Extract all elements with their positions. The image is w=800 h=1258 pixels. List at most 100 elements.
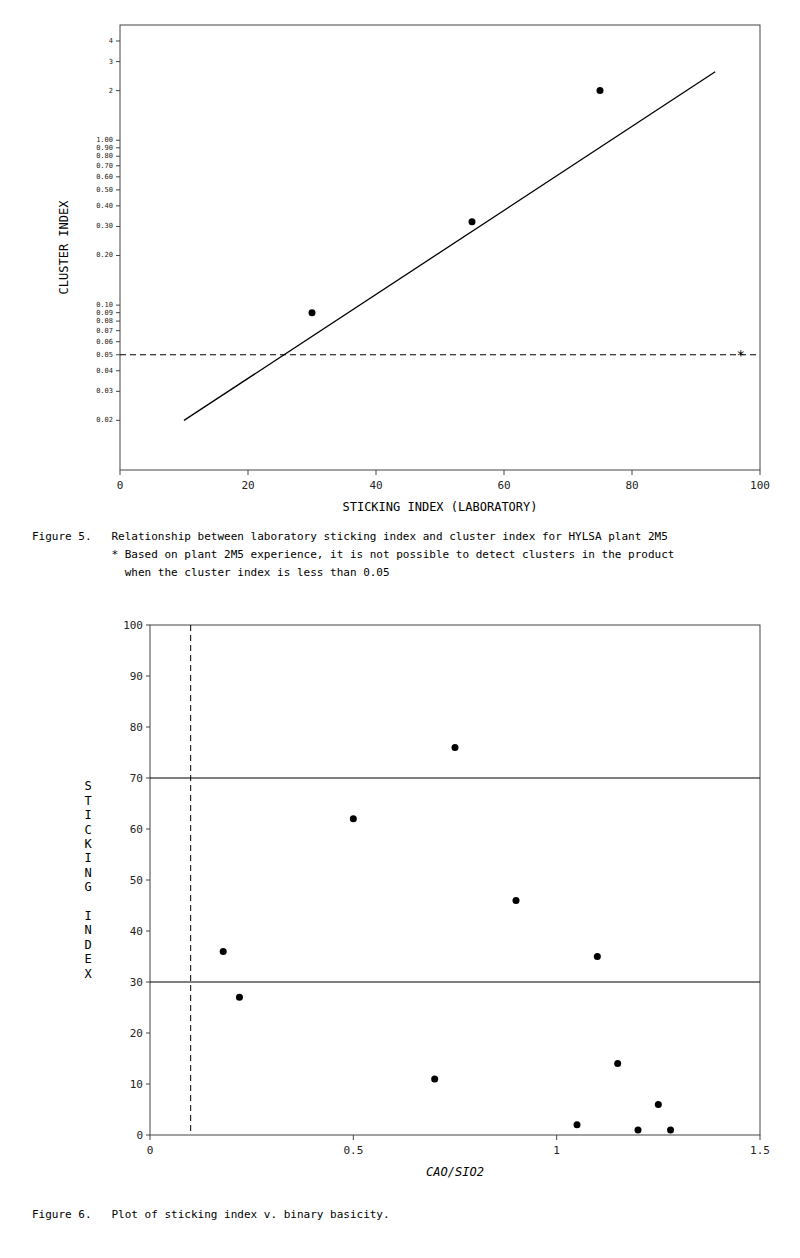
y-axis-label-char: K: [84, 837, 92, 851]
y-tick: [146, 1084, 150, 1085]
y-axis-label-char: [84, 895, 91, 909]
y-tick-label: 0.05: [96, 351, 113, 359]
y-tick-label: 0.40: [96, 202, 113, 210]
scatter-point: [635, 1126, 642, 1133]
y-tick-label: 0.06: [96, 338, 113, 346]
x-tick: [504, 470, 505, 475]
plot-frame: [120, 25, 760, 470]
x-tick: [150, 1135, 151, 1140]
scatter-point: [655, 1101, 662, 1108]
y-tick: [146, 880, 150, 881]
y-tick: [116, 40, 120, 41]
y-tick-label: 60: [130, 823, 143, 836]
y-axis-label: STICKING INDEX: [84, 779, 92, 980]
y-axis-label-char: I: [84, 851, 91, 865]
y-tick-label: 0: [136, 1129, 143, 1142]
y-tick-label: 0.50: [96, 186, 113, 194]
y-axis-label-char: S: [84, 779, 91, 793]
y-tick-label: 0.20: [96, 251, 113, 259]
scatter-point: [469, 218, 476, 225]
y-axis-label-char: X: [84, 967, 92, 981]
scatter-point: [513, 897, 520, 904]
y-tick-label: 0.80: [96, 152, 113, 160]
y-axis-label: CLUSTER INDEX: [57, 200, 71, 295]
y-tick: [146, 829, 150, 830]
y-tick-label: 30: [130, 976, 143, 989]
y-tick: [116, 205, 120, 206]
scatter-point: [614, 1060, 621, 1067]
y-tick-label: 80: [130, 721, 143, 734]
caption-note: * Based on plant 2M5 experience, it is n…: [32, 548, 674, 561]
y-tick: [116, 176, 120, 177]
y-tick-label: 4: [109, 37, 113, 45]
x-tick-label: 0: [147, 1144, 154, 1157]
y-tick: [146, 1033, 150, 1034]
y-tick: [146, 931, 150, 932]
scatter-point: [309, 309, 316, 316]
caption: Figure 6. Plot of sticking index v. bina…: [32, 1208, 390, 1221]
caption: Figure 5. Relationship between laborator…: [32, 530, 668, 543]
fit-line: [184, 72, 715, 421]
y-tick: [146, 982, 150, 983]
y-axis-label-char: D: [84, 938, 91, 952]
reference-hline: [150, 981, 760, 982]
caption-note: when the cluster index is less than 0.05: [32, 566, 390, 579]
y-tick-label: 100: [123, 619, 143, 632]
y-tick: [116, 391, 120, 392]
y-tick: [146, 778, 150, 779]
y-axis-label-char: T: [84, 794, 91, 808]
x-tick-label: 80: [625, 479, 638, 492]
y-axis-label-char: C: [84, 823, 91, 837]
y-tick: [146, 1135, 150, 1136]
x-tick: [760, 470, 761, 475]
y-tick-label: 0.60: [96, 173, 113, 181]
y-tick: [116, 147, 120, 148]
y-axis-label-char: N: [84, 866, 91, 880]
y-tick: [116, 321, 120, 322]
y-tick-label: 2: [109, 87, 113, 95]
plot-area: [120, 72, 760, 421]
y-tick-label: 70: [130, 772, 143, 785]
y-tick: [116, 140, 120, 141]
scatter-point: [350, 815, 357, 822]
y-tick: [116, 156, 120, 157]
y-tick: [146, 676, 150, 677]
reference-vline: [190, 625, 191, 1135]
y-axis-label-char: I: [84, 909, 91, 923]
x-tick-label: 0: [117, 479, 124, 492]
y-tick: [116, 90, 120, 91]
chart: 00.511.50102030405060708090100CAO/SIO2ST…: [32, 619, 770, 1222]
x-tick: [120, 470, 121, 475]
y-tick-label: 40: [130, 925, 143, 938]
y-tick-label: 0.90: [96, 144, 113, 152]
page: 0204060801004321.000.900.800.700.600.500…: [0, 0, 800, 1258]
x-tick-label: 0.5: [343, 1144, 363, 1157]
y-tick: [116, 305, 120, 306]
y-tick: [116, 420, 120, 421]
scatter-point: [594, 953, 601, 960]
y-tick-label: 0.09: [96, 309, 113, 317]
x-tick: [376, 470, 377, 475]
reference-hline: [150, 777, 760, 778]
y-axis-label-char: I: [84, 808, 91, 822]
scatter-point: [236, 994, 243, 1001]
y-axis-label-char: N: [84, 923, 91, 937]
y-tick-label: 0.70: [96, 162, 113, 170]
y-tick-label: 0.08: [96, 317, 113, 325]
scatter-point: [667, 1126, 674, 1133]
y-tick-label: 20: [130, 1027, 143, 1040]
x-tick: [632, 470, 633, 475]
annotation: *: [737, 347, 745, 363]
scatter-point: [574, 1121, 581, 1128]
y-tick-label: 10: [130, 1078, 143, 1091]
y-tick: [116, 341, 120, 342]
scatter-point: [220, 948, 227, 955]
y-tick-label: 0.30: [96, 222, 113, 230]
y-tick: [146, 625, 150, 626]
background: [0, 0, 800, 1258]
x-axis-label: STICKING INDEX (LABORATORY): [342, 500, 537, 514]
y-tick: [116, 370, 120, 371]
y-tick-label: 0.02: [96, 416, 113, 424]
y-tick-label: 3: [109, 58, 113, 66]
x-tick-label: 20: [241, 479, 254, 492]
